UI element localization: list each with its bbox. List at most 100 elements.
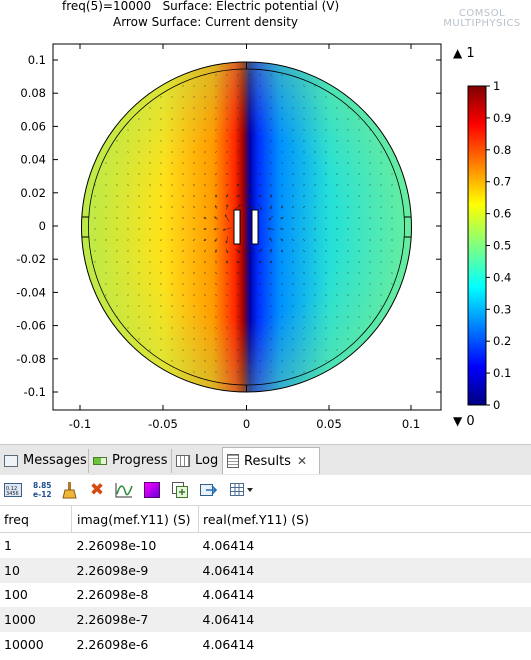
y-tick-label: -0.04 (16, 285, 46, 299)
y-tick-label: -0.08 (16, 352, 46, 366)
colorbar-tick-label: 0.5 (493, 239, 511, 253)
imag-cell: 2.26098e-8 (76, 587, 149, 603)
x-tick-label: -0.1 (69, 417, 91, 431)
electrodes (233, 209, 259, 245)
svg-text:0.12: 0.12 (6, 486, 17, 492)
y-tick-label: -0.1 (24, 385, 46, 399)
full-precision-button[interactable]: 0.12 3456 (3, 480, 23, 500)
results-toolbar: 0.12 3456 8.85 e-12 ✖ (0, 475, 531, 506)
y-tick-label: 0.04 (20, 153, 46, 167)
close-tab-icon[interactable]: ✕ (296, 454, 308, 468)
copy-to-table-icon (172, 482, 188, 498)
real-cell: 4.06414 (198, 607, 531, 633)
y-tick-label: -0.02 (16, 252, 46, 266)
imag-cell: 2.26098e-7 (71, 607, 199, 633)
freq-cell: 100 (4, 587, 28, 603)
tab-label: Results (244, 453, 291, 469)
x-axis: -0.1 -0.05 0 0.05 0.1 (69, 44, 420, 431)
delete-button[interactable]: ✖ (87, 480, 107, 500)
table-format-icon (230, 483, 253, 496)
progress-icon (93, 456, 107, 465)
current-density-arrows (94, 74, 393, 373)
graphics-window[interactable]: freq(5)=10000 Surface: Electric potentia… (0, 0, 531, 438)
colorbar-tick-label: 0.6 (493, 207, 511, 221)
tab-messages[interactable]: Messages (0, 447, 88, 474)
tab-progress[interactable]: Progress (89, 447, 171, 474)
x-tick-label: -0.05 (148, 417, 178, 431)
clear-button[interactable] (60, 480, 80, 500)
column-header-real[interactable]: real(mef.Y11) (S) (198, 506, 531, 533)
y-axis: 0.1 0.08 0.06 0.04 0.02 0 -0.02 -0.04 -0.06 -0.08… (16, 53, 441, 399)
export-button[interactable] (198, 480, 218, 500)
colorbar (467, 85, 487, 406)
table-row[interactable]: 10 2.26098e-9 4.06414 (0, 557, 531, 583)
tab-log[interactable]: Log (172, 447, 222, 474)
colorbar-tick-label: 1 (493, 79, 500, 93)
imag-cell: 2.26098e-6 (76, 637, 149, 653)
colorbar-tick-label: 0.2 (493, 334, 511, 348)
real-cell: 4.06414 (198, 557, 531, 583)
export-icon (200, 484, 217, 496)
freq-cell: 10 (0, 557, 72, 583)
plot-subtitle: Arrow Surface: Current density (113, 15, 299, 29)
colorbar-scale: 1 0.9 0.8 0.7 0.6 0.5 0.4 0.3 0.2 0.1 0 (486, 79, 511, 412)
column-header-freq[interactable]: freq (0, 506, 72, 533)
x-tick-label: 0.1 (402, 417, 420, 431)
tab-label: Messages (23, 453, 87, 468)
plot-title: freq(5)=10000 Surface: Electric potentia… (62, 0, 340, 13)
scientific-notation-icon: 8.85 e-12 (33, 481, 52, 499)
column-header-imag[interactable]: imag(mef.Y11) (S) (71, 506, 199, 533)
colorbar-tick-label: 0.3 (493, 302, 511, 316)
real-cell: 4.06414 (202, 637, 255, 653)
color-table-button[interactable] (142, 480, 162, 500)
y-tick-label: 0.1 (28, 53, 46, 67)
colorbar-max-label: ▲ 1 (453, 46, 475, 61)
plot-graph-icon (115, 483, 133, 498)
y-tick-label: 0.08 (20, 86, 46, 100)
y-tick-label: 0 (39, 219, 46, 233)
table-row[interactable]: 100 2.26098e-8 4.06414 (0, 583, 531, 608)
logo-text: COMSOL (458, 8, 506, 19)
delete-icon: ✖ (89, 480, 105, 500)
tab-results[interactable]: Results ✕ (222, 447, 320, 474)
colorbar-tick-label: 0.8 (493, 143, 511, 157)
clear-brush-icon (62, 482, 77, 499)
svg-text:e-12: e-12 (33, 490, 52, 499)
y-tick-label: 0.06 (20, 119, 46, 133)
table-row[interactable]: 10000 2.26098e-6 4.06414 (0, 632, 531, 657)
results-table[interactable]: freq imag(mef.Y11) (S) real(mef.Y11) (S)… (0, 506, 531, 657)
x-tick-label: 0 (243, 417, 250, 431)
tab-label: Log (195, 453, 219, 468)
imag-cell: 2.26098e-10 (76, 537, 157, 553)
log-icon (176, 454, 190, 467)
colorbar-tick-label: 0.4 (493, 270, 511, 284)
potential-plot[interactable]: -0.1 -0.05 0 0.05 0.1 0.10.080.060.040.020-0… (0, 0, 531, 438)
freq-cell: 1 (4, 537, 12, 553)
table-format-dropdown[interactable] (228, 480, 256, 500)
real-cell: 4.06414 (202, 537, 255, 553)
colorbar-min-label: ▼ 0 (453, 414, 475, 429)
colorbar-tick-label: 0.7 (493, 175, 511, 189)
results-tab-bar: Messages Progress Log Results ✕ (0, 444, 531, 476)
table-row[interactable]: 1 2.26098e-10 4.06414 (0, 533, 531, 558)
logo-subtext: MULTIPHYSICS (443, 18, 521, 29)
colorbar-tick-label: 0.9 (493, 111, 511, 125)
results-icon (227, 454, 239, 468)
table-row[interactable]: 1000 2.26098e-7 4.06414 (0, 607, 531, 633)
color-table-icon (144, 482, 160, 498)
messages-icon (4, 454, 18, 467)
copy-to-table-button[interactable] (170, 480, 190, 500)
potential-surface (81, 62, 412, 392)
plot-button[interactable] (114, 480, 134, 500)
comsol-logo: COMSOL MULTIPHYSICS (438, 9, 526, 29)
freq-cell: 10000 (4, 637, 44, 653)
scientific-notation-button[interactable]: 8.85 e-12 (30, 480, 54, 500)
svg-text:3456: 3456 (6, 491, 19, 497)
real-cell: 4.06414 (202, 587, 255, 603)
tab-label: Progress (112, 453, 168, 468)
svg-text:8.85: 8.85 (33, 481, 52, 490)
imag-cell: 2.26098e-9 (71, 557, 199, 583)
freq-cell: 1000 (0, 607, 72, 633)
colorbar-tick-label: 0.1 (493, 366, 511, 380)
y-tick-label: -0.06 (16, 319, 46, 333)
